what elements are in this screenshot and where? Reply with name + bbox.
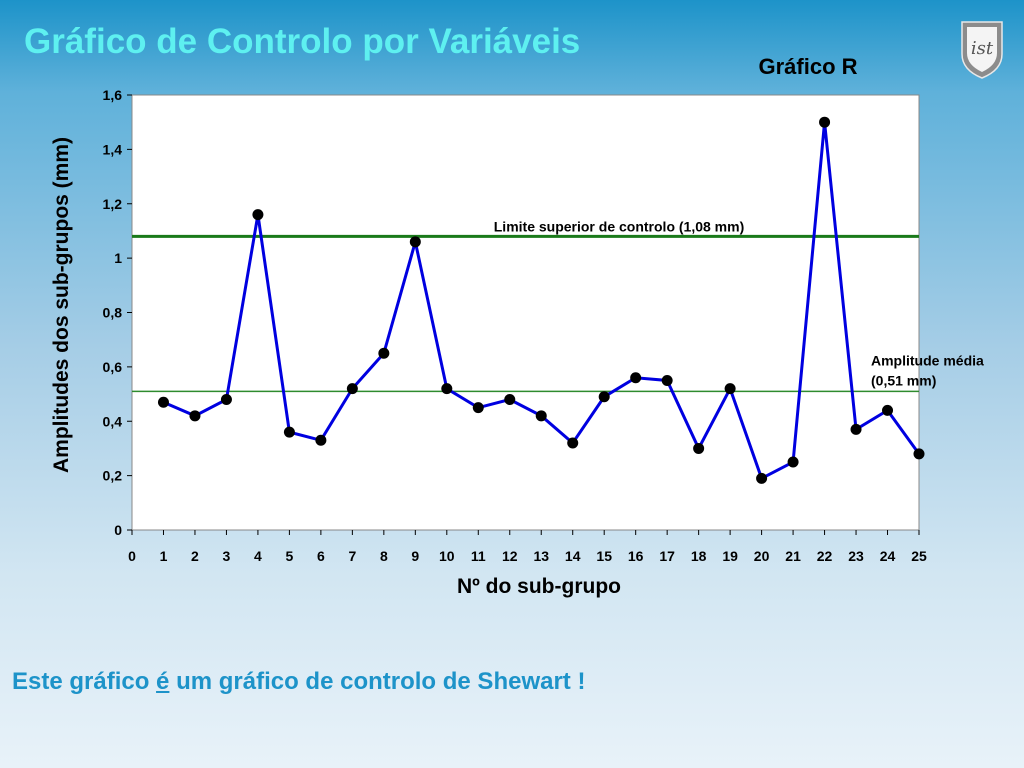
data-point <box>913 448 925 460</box>
y-tick-label: 0,2 <box>103 468 123 484</box>
data-point <box>220 394 232 405</box>
y-tick-label: 0,4 <box>103 413 123 429</box>
x-tick-label: 17 <box>659 548 675 564</box>
series-group <box>157 116 925 484</box>
data-point <box>504 394 516 405</box>
data-point <box>850 423 862 435</box>
data-point <box>189 410 201 422</box>
y-tick-label: 0,8 <box>103 305 123 321</box>
y-tick-label: 1 <box>114 250 122 266</box>
data-point <box>283 426 295 438</box>
x-tick-label: 13 <box>533 548 549 564</box>
data-point <box>882 404 894 416</box>
x-tick-label: 15 <box>596 548 612 564</box>
footer-text-start: Este gráfico <box>12 668 157 695</box>
data-point <box>693 442 705 454</box>
y-tick-label: 1,4 <box>103 141 123 157</box>
x-tick-label: 6 <box>317 548 325 564</box>
plot-area <box>131 94 920 531</box>
data-point <box>441 383 453 395</box>
x-axis-label: Nº do sub-grupo <box>457 575 621 598</box>
data-point <box>598 391 610 403</box>
footer-text-end: um gráfico de controlo de Shewart ! <box>169 668 586 695</box>
x-tick-label: 23 <box>848 548 864 564</box>
x-tick-label: 18 <box>691 548 707 564</box>
x-tick-label: 12 <box>502 548 518 564</box>
footer-note: Este gráfico é um gráfico de controlo de… <box>12 668 585 696</box>
x-tick-label: 4 <box>254 548 262 564</box>
data-point <box>346 383 358 395</box>
slide-title: Gráfico de Controlo por Variáveis <box>24 22 581 61</box>
data-point <box>378 347 390 359</box>
mean-range-label-line1: Amplitude média <box>871 352 984 368</box>
mean-range-label-line2: (0,51 mm) <box>871 372 936 388</box>
data-point <box>252 209 264 221</box>
upper-control-limit-label: Limite superior de controlo (1,08 mm) <box>494 218 745 234</box>
x-axis-ticks: 0 1 2 3 4 5 6 7 8 9 10 11 12 13 14 15 16 17 18 19 20 21 22 23 24… <box>128 530 927 564</box>
x-tick-label: 1 <box>160 548 168 564</box>
y-tick-label: 0,6 <box>103 359 123 375</box>
data-point <box>787 456 799 468</box>
x-tick-label: 20 <box>754 548 770 564</box>
data-point <box>409 236 421 248</box>
data-point <box>472 402 484 414</box>
x-tick-label: 11 <box>471 548 486 564</box>
x-tick-label: 22 <box>817 548 833 564</box>
x-tick-label: 9 <box>411 548 419 564</box>
y-tick-label: 1,2 <box>103 196 123 212</box>
x-tick-label: 7 <box>348 548 356 564</box>
data-point <box>567 437 579 449</box>
chart-title: Gráfico R <box>758 54 857 79</box>
data-point <box>661 374 673 386</box>
data-point <box>630 372 642 384</box>
svg-text:ist: ist <box>971 38 994 59</box>
data-point <box>819 116 831 128</box>
reference-lines: Limite superior de controlo (1,08 mm) Amp… <box>132 218 984 393</box>
y-axis-ticks: 0 0,2 0,4 0,6 0,8 1 1,2 1,4 1,6 <box>103 87 132 538</box>
x-tick-label: 2 <box>191 548 199 564</box>
data-point <box>724 383 736 395</box>
y-tick-label: 1,6 <box>103 87 123 103</box>
x-tick-label: 3 <box>223 548 231 564</box>
data-point <box>535 410 547 422</box>
data-point <box>756 472 768 484</box>
footer-text-emphasis: é <box>156 668 170 695</box>
x-tick-label: 8 <box>380 548 388 564</box>
y-axis-label: Amplitudes dos sub-grupos (mm) <box>50 137 73 473</box>
x-tick-label: 16 <box>628 548 644 564</box>
x-tick-label: 19 <box>722 548 738 564</box>
x-tick-label: 25 <box>911 548 927 564</box>
x-tick-label: 5 <box>286 548 294 564</box>
data-point <box>315 434 327 446</box>
x-tick-label: 0 <box>128 548 136 564</box>
x-tick-label: 14 <box>565 548 581 564</box>
data-point <box>157 396 169 408</box>
x-tick-label: 24 <box>880 548 896 564</box>
x-tick-label: 21 <box>785 548 801 564</box>
y-tick-label: 0 <box>114 522 122 538</box>
ist-logo-icon: ist <box>961 21 1003 79</box>
x-tick-label: 10 <box>439 548 455 564</box>
